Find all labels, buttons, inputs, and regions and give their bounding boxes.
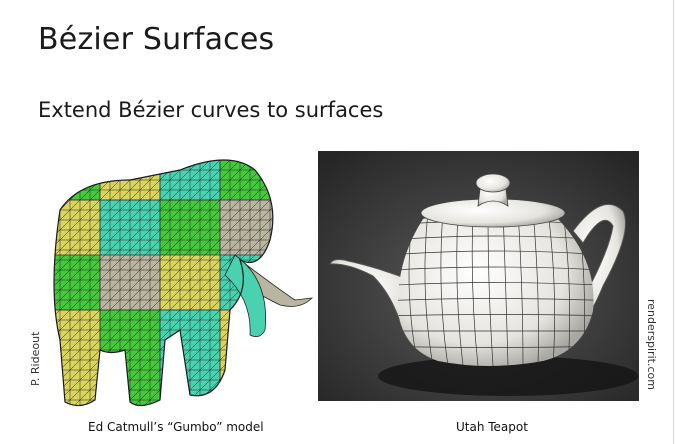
teapot-caption: Utah Teapot bbox=[456, 420, 528, 434]
slide-title: Bézier Surfaces bbox=[38, 22, 275, 57]
slide-subtitle: Extend Bézier curves to surfaces bbox=[38, 98, 384, 122]
elephant-mesh-image bbox=[53, 159, 314, 407]
gumbo-caption: Ed Catmull’s “Gumbo” model bbox=[88, 420, 264, 434]
teapot-credit: renderspirit.com bbox=[645, 299, 658, 390]
teapot-render-image bbox=[318, 151, 639, 401]
gumbo-credit: P. Rideout bbox=[29, 331, 42, 386]
